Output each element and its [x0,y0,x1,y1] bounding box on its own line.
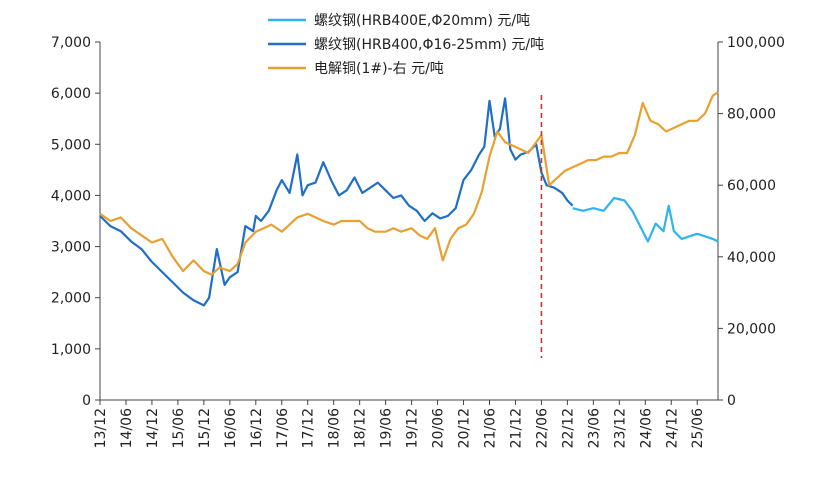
right-tick-label: 0 [727,393,736,409]
right-tick-label: 60,000 [727,178,776,194]
series-line-2 [99,97,574,307]
x-tick-label: 16/12 [249,408,265,448]
right-tick-label: 20,000 [727,321,776,337]
left-tick-label: 1,000 [51,342,91,358]
x-tick-label: 14/12 [145,408,161,448]
series-layer [99,91,719,358]
x-tick-label: 20/12 [457,408,473,448]
x-tick-label: 21/12 [508,408,524,448]
legend-label-2: 螺纹钢(HRB400,Φ16-25mm) 元/吨 [314,37,544,53]
series-line-1 [572,196,719,243]
x-tick-label: 24/06 [638,408,654,448]
left-tick-label: 4,000 [51,188,91,204]
right-tick-label: 100,000 [727,35,785,51]
x-tick-label: 23/06 [586,408,602,448]
axes: 0 1,000 2,000 3,000 4,000 5,000 6,000 7,000 0 20,… [51,35,785,448]
x-tick-label: 18/06 [327,408,343,448]
right-tick-label: 80,000 [727,107,776,123]
x-tick-label: 23/12 [612,408,628,448]
legend-label-1: 螺纹钢(HRB400E,Φ20mm) 元/吨 [314,13,530,29]
x-tick-label: 17/12 [301,408,317,448]
x-tick-label: 15/12 [197,408,213,448]
x-tick-label: 22/12 [560,408,576,448]
left-tick-label: 0 [82,393,91,409]
x-tick-label: 18/12 [353,408,369,448]
right-tick-label: 40,000 [727,250,776,266]
x-tick-label: 25/06 [690,408,706,448]
left-tick-label: 3,000 [51,240,91,256]
legend-label-3: 电解铜(1#)-右 元/吨 [314,61,444,77]
left-tick-label: 7,000 [51,35,91,51]
x-tick-label: 19/12 [405,408,421,448]
series-line-3 [99,91,719,276]
x-tick-label: 19/06 [379,408,395,448]
left-tick-label: 2,000 [51,291,91,307]
x-tick-label: 24/12 [664,408,680,448]
x-tick-label: 22/06 [534,408,550,448]
left-tick-label: 6,000 [51,86,91,102]
x-tick-label: 20/06 [431,408,447,448]
x-tick-label: 17/06 [275,408,291,448]
x-tick-label: 14/06 [119,408,135,448]
x-tick-label: 15/06 [171,408,187,448]
left-tick-label: 5,000 [51,137,91,153]
x-tick-label: 13/12 [93,408,109,448]
legend: 螺纹钢(HRB400E,Φ20mm) 元/吨螺纹钢(HRB400,Φ16-25m… [268,13,544,77]
x-tick-label: 16/06 [223,408,239,448]
x-tick-label: 21/06 [482,408,498,448]
